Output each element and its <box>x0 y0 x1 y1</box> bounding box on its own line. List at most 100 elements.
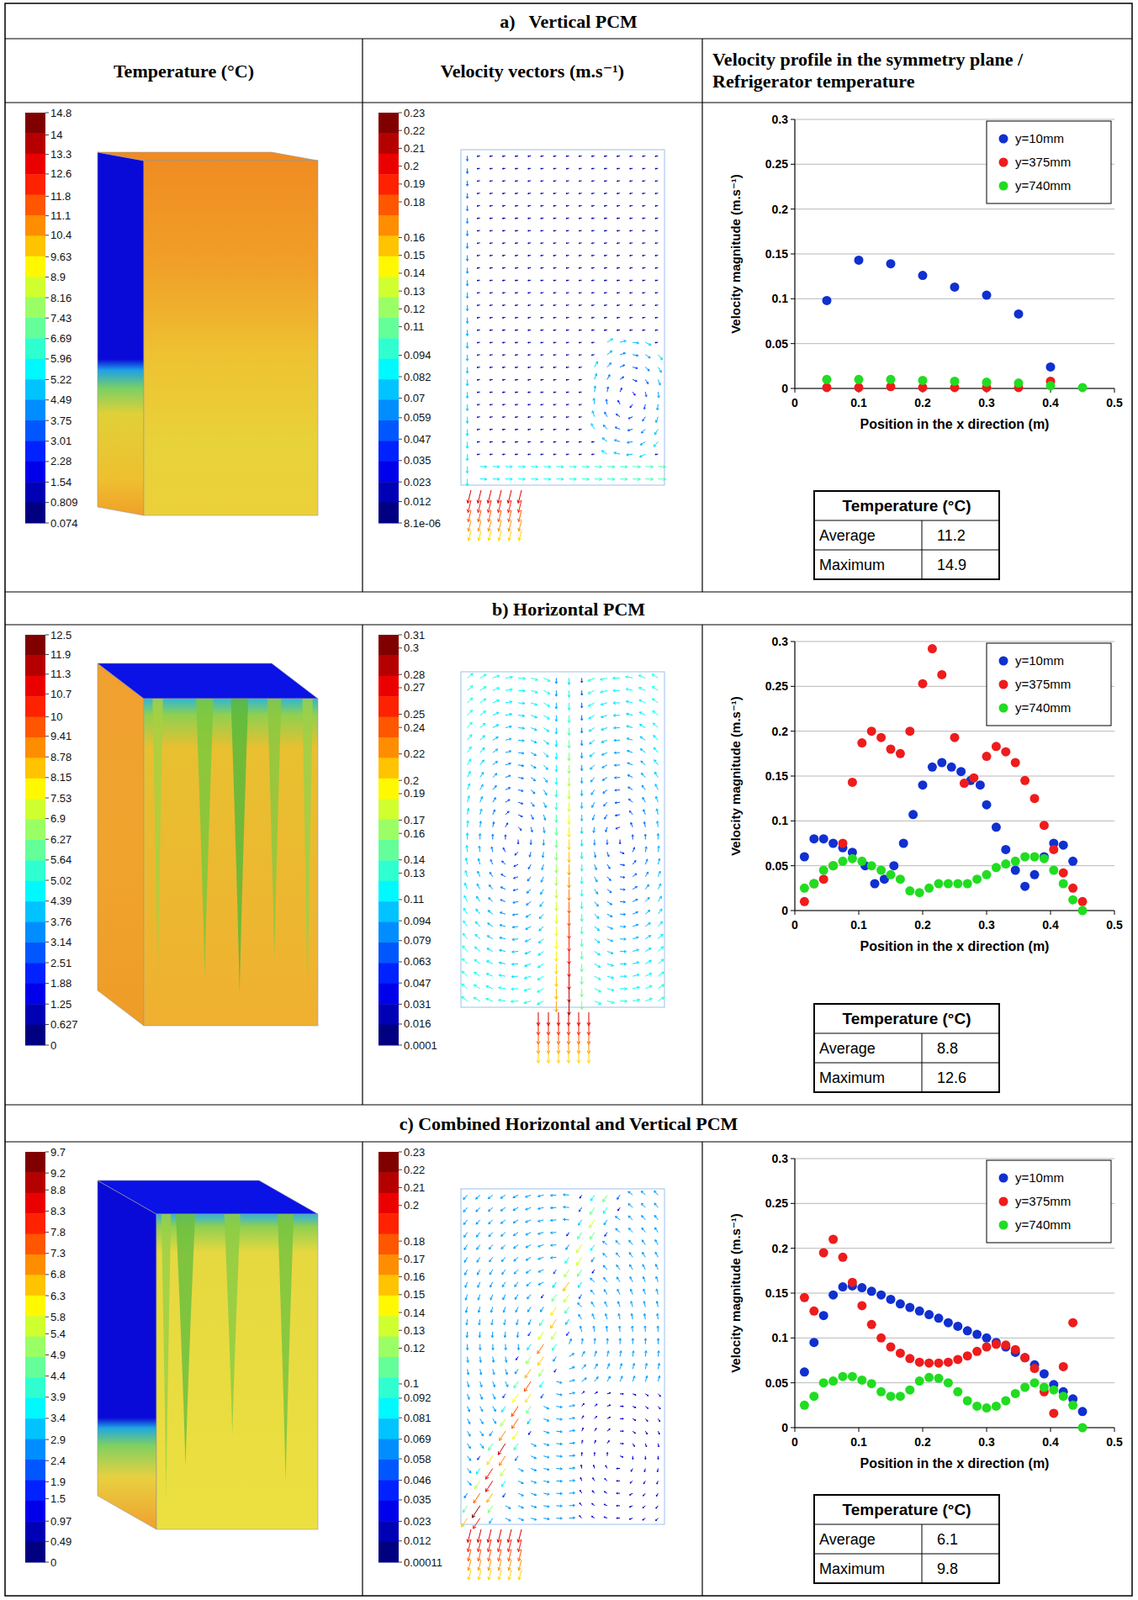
velocity-arrow <box>614 439 621 443</box>
velocity-arrow <box>465 342 469 349</box>
velocity-arrow <box>500 1418 506 1427</box>
colorbar-band <box>378 1377 399 1399</box>
velocity-arrow <box>476 342 481 344</box>
velocity-arrow <box>592 1503 595 1507</box>
velocity-arrow <box>518 827 522 832</box>
velocity-arrow <box>625 688 633 692</box>
data-point <box>1078 382 1088 392</box>
velocity-arrow <box>632 367 638 370</box>
velocity-arrow <box>580 802 583 809</box>
velocity-arrow <box>642 797 646 803</box>
colorbar-label: 11.9 <box>50 648 71 662</box>
x-tick <box>858 910 860 916</box>
velocity-arrow <box>502 267 506 269</box>
velocity-arrow <box>540 180 545 182</box>
colorbar-band <box>25 1213 46 1235</box>
velocity-arrow <box>642 180 646 182</box>
velocity-arrow <box>629 192 634 194</box>
colorbar-band <box>378 317 399 339</box>
velocity-arrow <box>518 815 523 818</box>
velocity-arrow <box>632 379 637 382</box>
data-point <box>956 767 966 777</box>
velocity-arrow <box>600 690 608 694</box>
velocity-arrow <box>563 1282 570 1292</box>
velocity-arrow <box>524 1001 531 1005</box>
velocity-arrow <box>476 404 481 406</box>
x-tick <box>1114 910 1116 916</box>
velocity-arrow <box>465 243 469 249</box>
velocity-arrow <box>619 1406 624 1408</box>
colorbar-label: 6.69 <box>50 332 72 345</box>
legend-label: y=740mm <box>1015 700 1071 715</box>
colorbar-band <box>25 1234 46 1256</box>
velocity-arrow <box>580 827 583 835</box>
velocity-arrow <box>628 1191 633 1196</box>
row-rule <box>5 37 1133 39</box>
velocity-arrow <box>607 465 615 468</box>
velocity-arrow <box>619 388 622 393</box>
colorbar-label: 2.9 <box>50 1434 66 1447</box>
panel-title: a) Vertical PCM <box>499 10 638 32</box>
velocity-arrow <box>550 1206 557 1210</box>
colorbar-label: 10 <box>50 710 63 724</box>
velocity-arrow <box>645 1364 648 1371</box>
colorbar-label: 0.13 <box>403 1324 425 1338</box>
data-point <box>908 809 918 820</box>
grid-line <box>794 208 1115 210</box>
colorbar-tick <box>45 1418 49 1419</box>
colorbar-tick <box>398 1023 403 1025</box>
colorbar-tick <box>398 237 403 239</box>
velocity-arrow <box>499 1456 506 1467</box>
colorbar-tick <box>398 920 403 922</box>
velocity-arrow <box>607 852 609 858</box>
velocity-arrow <box>503 1319 507 1326</box>
velocity-arrow <box>492 1344 495 1351</box>
velocity-arrow <box>528 342 532 344</box>
data-point <box>1010 866 1021 876</box>
velocity-arrow <box>518 751 525 755</box>
colorbar-tick <box>398 1480 403 1482</box>
velocity-arrow <box>566 354 570 356</box>
velocity-arrow <box>655 155 659 157</box>
colorbar-band <box>25 215 46 237</box>
table-value: 11.2 <box>936 527 966 545</box>
colorbar-label: 8.3 <box>50 1205 66 1218</box>
colorbar-label: 7.3 <box>50 1247 66 1260</box>
velocity-arrow <box>617 304 621 306</box>
velocity-arrow <box>465 441 469 449</box>
velocity-arrow <box>518 789 524 792</box>
colorbar-tick <box>45 1296 49 1297</box>
colorbar-label: 11.8 <box>50 190 71 203</box>
panel-title: c) Combined Horizontal and Vertical PCM <box>399 1113 739 1135</box>
velocity-arrow <box>576 1032 581 1045</box>
velocity-arrow <box>492 773 498 779</box>
colorbar-band <box>25 174 46 196</box>
colorbar-tick <box>398 1348 403 1350</box>
velocity-arrow <box>518 777 524 779</box>
colorbar-tick <box>45 215 49 217</box>
data-point <box>952 879 963 890</box>
velocity-arrow <box>617 1195 620 1200</box>
data-point <box>982 800 992 810</box>
colorbar-band <box>25 1152 46 1174</box>
velocity-arrow <box>607 1417 611 1419</box>
velocity-arrow <box>465 404 469 412</box>
velocity-arrow <box>607 889 612 894</box>
colorbar-label: 7.53 <box>50 792 72 805</box>
colorbar-tick <box>398 1562 403 1564</box>
x-tick-label: 0.5 <box>1106 396 1123 410</box>
colorbar-label: 6.8 <box>50 1268 66 1281</box>
velocity-arrow <box>619 926 626 929</box>
velocity-arrow <box>543 677 551 682</box>
colorbar-band <box>378 1025 399 1047</box>
refrigerator-contour <box>97 152 318 516</box>
velocity-arrow <box>477 1456 481 1461</box>
colorbar-tick <box>45 777 49 779</box>
data-point <box>1020 882 1030 892</box>
colorbar-tick <box>45 921 49 923</box>
colorbar-band <box>378 1337 399 1359</box>
velocity-arrow <box>555 728 558 736</box>
velocity-arrow <box>540 342 545 344</box>
velocity-arrow <box>602 438 608 443</box>
colorbar-band <box>25 1418 46 1440</box>
